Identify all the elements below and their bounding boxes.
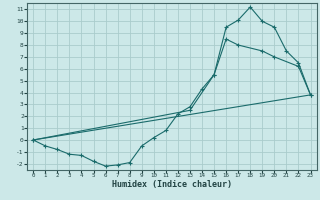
X-axis label: Humidex (Indice chaleur): Humidex (Indice chaleur) <box>112 180 232 189</box>
